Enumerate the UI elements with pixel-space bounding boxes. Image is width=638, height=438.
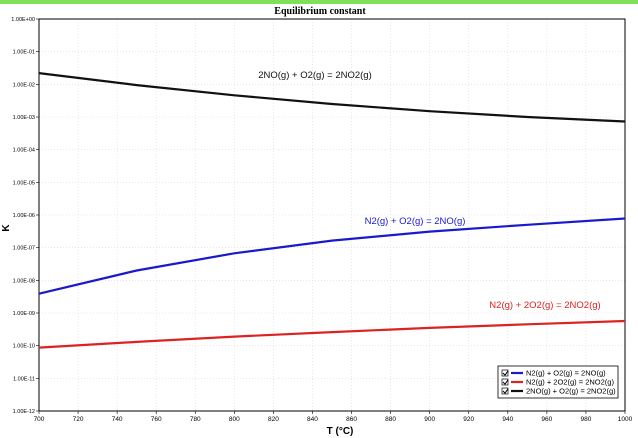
check-icon xyxy=(502,388,509,395)
x-tick-label: 860 xyxy=(346,416,357,423)
x-tick-label: 840 xyxy=(307,416,318,423)
y-axis-label: K xyxy=(1,224,12,232)
y-tick-label: 1.00E-11 xyxy=(13,376,35,382)
y-axis-ticks: 1.00E+00 1.00E-01 1.00E-02 1.00E-03 1.00E-04… xyxy=(11,17,39,415)
series-lines xyxy=(38,72,626,349)
series-annotation: N2(g) + O2(g) = 2NO(g) xyxy=(365,216,466,227)
series-line-1 xyxy=(38,319,626,349)
y-tick-label: 1.00E-01 xyxy=(13,50,35,56)
x-tick-label: 820 xyxy=(268,416,279,423)
legend-checkbox[interactable] xyxy=(501,369,509,377)
x-tick-label: 980 xyxy=(581,416,592,423)
x-tick-label: 740 xyxy=(112,416,123,423)
x-tick-label: 960 xyxy=(541,416,552,423)
y-tick-label: 1.00E-12 xyxy=(13,409,35,415)
chart-title: Equilibrium constant xyxy=(274,6,366,17)
legend-checkbox[interactable] xyxy=(501,378,509,386)
check-icon xyxy=(502,379,509,386)
legend-checkbox[interactable] xyxy=(501,387,509,395)
x-tick-label: 920 xyxy=(463,416,474,423)
y-tick-label: 1.00E-02 xyxy=(13,82,35,88)
top-accent-bar xyxy=(0,0,638,4)
x-tick-label: 780 xyxy=(190,416,201,423)
legend-entry: N2(g) + O2(g) = 2NO(g) xyxy=(526,369,606,378)
x-tick-label: 900 xyxy=(424,416,435,423)
legend-entry: 2NO(g) + O2(g) = 2NO2(g) xyxy=(526,387,616,396)
x-tick-label: 800 xyxy=(229,416,240,423)
check-icon xyxy=(502,370,509,377)
x-tick-label: 760 xyxy=(151,416,162,423)
series-annotations: 2NO(g) + O2(g) = 2NO2(g) N2(g) + O2(g) = … xyxy=(258,70,600,311)
series-line-2 xyxy=(38,72,626,123)
x-tick-label: 700 xyxy=(34,416,45,423)
y-tick-label: 1.00E-10 xyxy=(13,344,35,350)
legend: N2(g) + O2(g) = 2NO(g)N2(g) + 2O2(g) = 2… xyxy=(497,365,619,399)
series-annotation: 2NO(g) + O2(g) = 2NO2(g) xyxy=(258,70,372,81)
y-tick-label: 1.00E-04 xyxy=(13,148,35,154)
y-tick-label: 1.00E-06 xyxy=(13,213,35,219)
x-tick-label: 940 xyxy=(502,416,513,423)
y-tick-label: 1.00E-08 xyxy=(13,278,35,284)
y-tick-label: 1.00E+00 xyxy=(11,17,35,23)
y-tick-label: 1.00E-03 xyxy=(13,115,35,121)
legend-entry: N2(g) + 2O2(g) = 2NO2(g) xyxy=(526,378,614,387)
y-tick-label: 1.00E-09 xyxy=(13,311,35,317)
y-tick-label: 1.00E-07 xyxy=(13,246,35,252)
x-tick-label: 720 xyxy=(73,416,84,423)
x-axis-label: T (°C) xyxy=(327,426,354,437)
x-tick-label: 880 xyxy=(385,416,396,423)
x-axis-ticks: 700 720 740 760 780 800 820 840 860 880 900 920 940 9… xyxy=(34,411,633,423)
x-tick-label: 1000 xyxy=(618,416,633,423)
series-line-0 xyxy=(38,217,626,295)
series-annotation: N2(g) + 2O2(g) = 2NO2(g) xyxy=(489,300,600,311)
y-tick-label: 1.00E-05 xyxy=(13,180,35,186)
